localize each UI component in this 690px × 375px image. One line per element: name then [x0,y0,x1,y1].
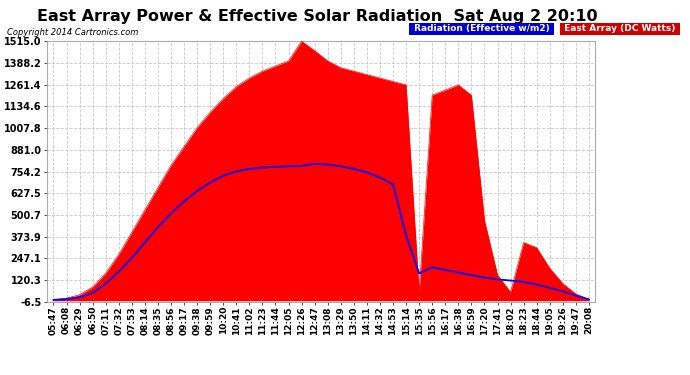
Text: Copyright 2014 Cartronics.com: Copyright 2014 Cartronics.com [7,28,138,37]
Text: Radiation (Effective w/m2): Radiation (Effective w/m2) [411,24,553,33]
Text: East Array Power & Effective Solar Radiation  Sat Aug 2 20:10: East Array Power & Effective Solar Radia… [37,9,598,24]
Text: East Array (DC Watts): East Array (DC Watts) [561,24,678,33]
